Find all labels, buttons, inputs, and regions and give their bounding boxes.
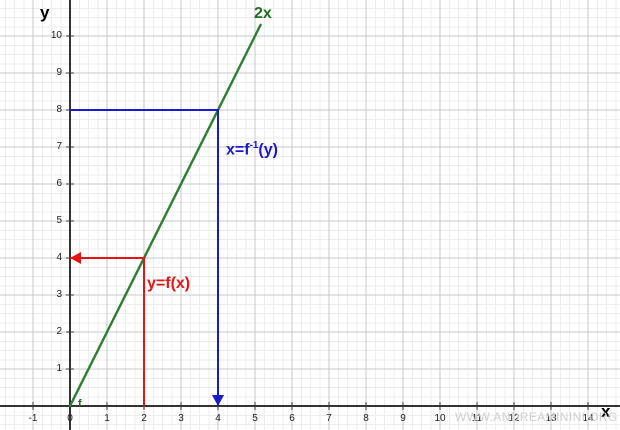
x-axis-title: x <box>601 402 611 421</box>
inverse-label-exponent: -1 <box>249 140 259 151</box>
watermark-text: WWW.ANDREAMININI.ORG <box>455 410 618 424</box>
x-tick-label: 3 <box>178 413 184 424</box>
y-axis-title: y <box>40 3 50 22</box>
x-tick-label: 14 <box>582 413 594 424</box>
y-tick-label: 1 <box>56 363 62 374</box>
inverse-label-suffix: (y) <box>258 141 278 159</box>
origin-label-f: f <box>78 398 82 410</box>
y-tick-label: 6 <box>56 178 62 189</box>
x-tick-label: 10 <box>434 413 446 424</box>
x-tick-label: 6 <box>289 413 295 424</box>
x-tick-label: 13 <box>545 413 557 424</box>
x-tick-label: 1 <box>104 413 110 424</box>
y-tick-label: 3 <box>56 289 62 300</box>
y-tick-label: 5 <box>56 215 62 226</box>
x-tick-label: 7 <box>326 413 332 424</box>
series-label-inverse-function: x=f-1(y) <box>226 141 278 158</box>
x-tick-label: 5 <box>252 413 258 424</box>
data-series <box>68 23 262 408</box>
y-tick-label: 2 <box>56 326 62 337</box>
inverse-label-prefix: x=f <box>226 141 250 159</box>
x-tick-label: 4 <box>215 413 221 424</box>
series-label-2x: 2x <box>254 5 272 22</box>
series-label-function: y=f(x) <box>147 275 191 292</box>
x-tick-label: 2 <box>141 413 147 424</box>
x-tick-label: 0 <box>67 413 73 424</box>
x-tick-label: 12 <box>508 413 520 424</box>
x-tick-label: -1 <box>28 413 38 424</box>
x-tick-label: 9 <box>400 413 406 424</box>
x-tick-label: 8 <box>363 413 369 424</box>
y-tick-label: 10 <box>50 30 62 41</box>
x-tick-label: 11 <box>471 413 483 424</box>
y-tick-label: 4 <box>56 252 62 263</box>
y-tick-label: 7 <box>56 141 62 152</box>
y-tick-label: 9 <box>56 67 62 78</box>
y-tick-label: 8 <box>56 104 62 115</box>
